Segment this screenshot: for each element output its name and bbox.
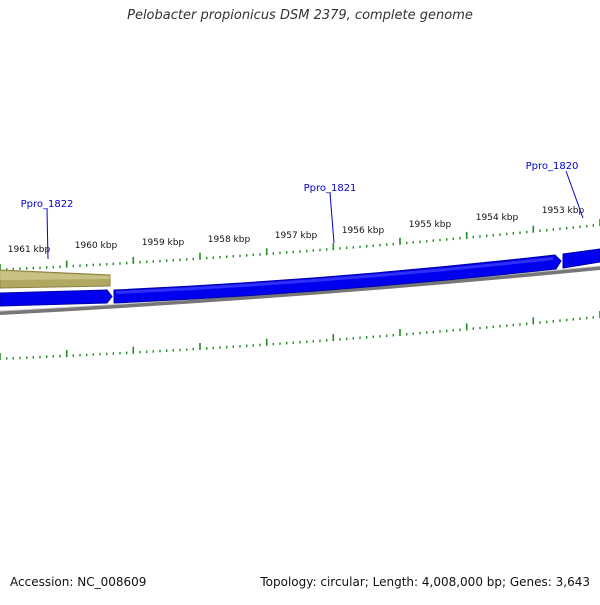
backbone-line — [0, 266, 600, 315]
gene-ppro-1822-forward[interactable] — [0, 289, 113, 307]
tick-label: 1956 kbp — [342, 226, 385, 236]
gene-label-ppro-1821[interactable]: Ppro_1821 — [304, 183, 357, 194]
tick-label: 1957 kbp — [275, 231, 318, 241]
genome-summary-text: Topology: circular; Length: 4,008,000 bp… — [260, 575, 590, 589]
outer-tick-track — [0, 219, 600, 271]
tick-label: 1958 kbp — [208, 235, 251, 245]
gene-label-leader-ppro-1820 — [565, 170, 584, 219]
tick-label: 1955 kbp — [409, 220, 452, 230]
gene-ppro-1822-highlight — [0, 271, 110, 280]
tick-label: 1954 kbp — [476, 213, 519, 223]
tick-labels: 1961 kbp 1960 kbp 1959 kbp 1958 kbp 1957… — [8, 206, 585, 255]
gene-label-leader-ppro-1821 — [329, 192, 335, 244]
gene-label-ppro-1822[interactable]: Ppro_1822 — [21, 199, 74, 210]
gene-label-ppro-1820[interactable]: Ppro_1820 — [526, 161, 579, 172]
accession-text: Accession: NC_008609 — [10, 575, 147, 589]
gene-label-leader-ppro-1822 — [46, 208, 49, 260]
gene-ppro-1821-highlight — [116, 257, 553, 294]
tick-label: 1961 kbp — [8, 245, 51, 255]
tick-label: 1960 kbp — [75, 241, 118, 251]
tick-label: 1959 kbp — [142, 238, 185, 248]
tick-label: 1953 kbp — [542, 206, 585, 216]
inner-tick-track — [0, 311, 600, 360]
genome-title: Pelobacter propionicus DSM 2379, complet… — [127, 8, 473, 23]
gene-ppro-1820[interactable] — [562, 248, 600, 269]
